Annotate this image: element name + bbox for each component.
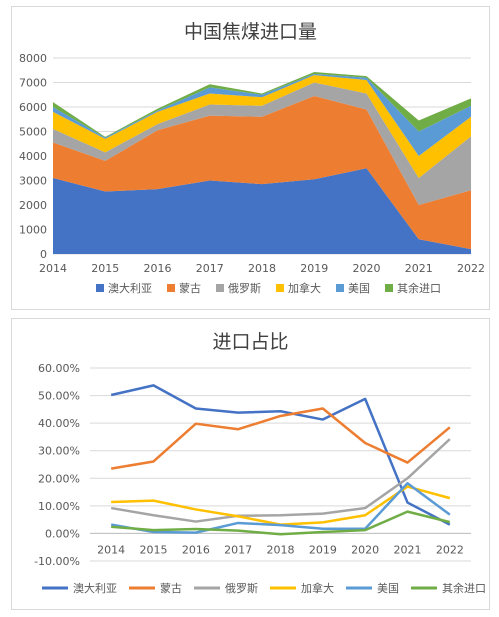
legend-swatch bbox=[96, 284, 104, 292]
legend-label: 澳大利亚 bbox=[73, 581, 117, 595]
x-tick-label: 2017 bbox=[224, 543, 252, 556]
area-series-蒙古 bbox=[53, 95, 471, 250]
y-tick-label: 50.00% bbox=[38, 390, 80, 403]
x-tick-label: 2020 bbox=[353, 262, 381, 275]
y-tick-label: 6000 bbox=[19, 101, 47, 114]
x-tick-label: 2021 bbox=[405, 262, 433, 275]
line-chart: -10.00% 0.00% 10.00% 20.00% 30.00% 40.00% 50.0… bbox=[34, 362, 486, 595]
legend-swatch bbox=[276, 284, 284, 292]
legend-label: 俄罗斯 bbox=[225, 582, 258, 595]
x-tick-label: 2017 bbox=[196, 262, 224, 275]
line-series-澳大利亚 bbox=[110, 384, 451, 526]
legend-label: 蒙古 bbox=[179, 282, 201, 295]
line-series-俄罗斯 bbox=[110, 438, 451, 523]
y-tick-label: 5000 bbox=[19, 126, 47, 139]
legend-label: 蒙古 bbox=[160, 582, 182, 595]
x-tick-label: 2019 bbox=[309, 543, 337, 556]
y-tick-label: 2000 bbox=[19, 199, 47, 212]
legend-label: 其余进口 bbox=[397, 281, 441, 295]
legend-label: 俄罗斯 bbox=[228, 282, 261, 295]
x-tick-label: 2018 bbox=[248, 262, 276, 275]
y-tick-label: 10.00% bbox=[38, 500, 80, 513]
x-tick-label: 2016 bbox=[182, 543, 210, 556]
legend-label: 加拿大 bbox=[288, 281, 321, 295]
y-tick-label: 1000 bbox=[19, 224, 47, 237]
y-tick-label: 4000 bbox=[19, 150, 47, 163]
legend-label: 加拿大 bbox=[301, 581, 334, 595]
x-tick-label: 2018 bbox=[267, 543, 295, 556]
line-series-美国 bbox=[110, 481, 451, 534]
y-tick-label: 30.00% bbox=[38, 445, 80, 458]
legend-swatch bbox=[167, 284, 175, 292]
y-tick-label: 0.00% bbox=[45, 527, 80, 540]
x-tick-label: 2016 bbox=[144, 262, 172, 275]
chart-title: 中国焦煤进口量 bbox=[183, 21, 317, 43]
legend-swatch bbox=[216, 284, 224, 292]
area-series-俄罗斯 bbox=[53, 82, 471, 205]
y-tick-label: 3000 bbox=[19, 175, 47, 188]
x-tick-label: 2022 bbox=[436, 543, 464, 556]
x-tick-label: 2020 bbox=[351, 543, 379, 556]
y-tick-label: 0 bbox=[40, 248, 47, 261]
y-tick-label: 40.00% bbox=[38, 417, 80, 430]
x-tick-label: 2019 bbox=[300, 262, 328, 275]
area-series-加拿大 bbox=[53, 75, 471, 179]
legend-label: 美国 bbox=[348, 282, 370, 295]
area-series-澳大利亚 bbox=[53, 168, 471, 254]
legend-label: 其余进口 bbox=[442, 581, 486, 595]
line-series-蒙古 bbox=[110, 407, 451, 470]
y-tick-label: 60.00% bbox=[38, 362, 80, 375]
legend-swatch bbox=[336, 284, 344, 292]
chart-title: 进口占比 bbox=[212, 331, 289, 353]
y-tick-label: 7000 bbox=[19, 77, 47, 90]
area-series-其余进口 bbox=[53, 71, 471, 138]
import-share-chart-panel: 进口占比 -10.00% 0.00% 10.00% 20.00% 30.00% 40.00… bbox=[11, 318, 490, 610]
x-tick-label: 2021 bbox=[394, 543, 422, 556]
x-tick-label: 2014 bbox=[97, 543, 125, 556]
legend-label: 澳大利亚 bbox=[108, 281, 152, 295]
area-series-美国 bbox=[53, 73, 471, 156]
y-tick-label: -10.00% bbox=[34, 555, 80, 568]
x-tick-label: 2014 bbox=[39, 262, 67, 275]
x-tick-label: 2015 bbox=[140, 543, 168, 556]
legend-swatch bbox=[385, 284, 393, 292]
line-series-其余进口 bbox=[111, 510, 451, 536]
import-volume-chart-panel: 中国焦煤进口量 0 1000 2000 3000 4000 5000 6000 7000 800… bbox=[11, 6, 490, 310]
x-tick-label: 2022 bbox=[457, 262, 485, 275]
y-tick-label: 8000 bbox=[19, 52, 47, 65]
x-tick-label: 2015 bbox=[91, 262, 119, 275]
stacked-area-chart: 0 1000 2000 3000 4000 5000 6000 7000 8000 2014 201… bbox=[19, 52, 485, 295]
legend-label: 美国 bbox=[377, 582, 399, 595]
y-tick-label: 20.00% bbox=[38, 472, 80, 485]
